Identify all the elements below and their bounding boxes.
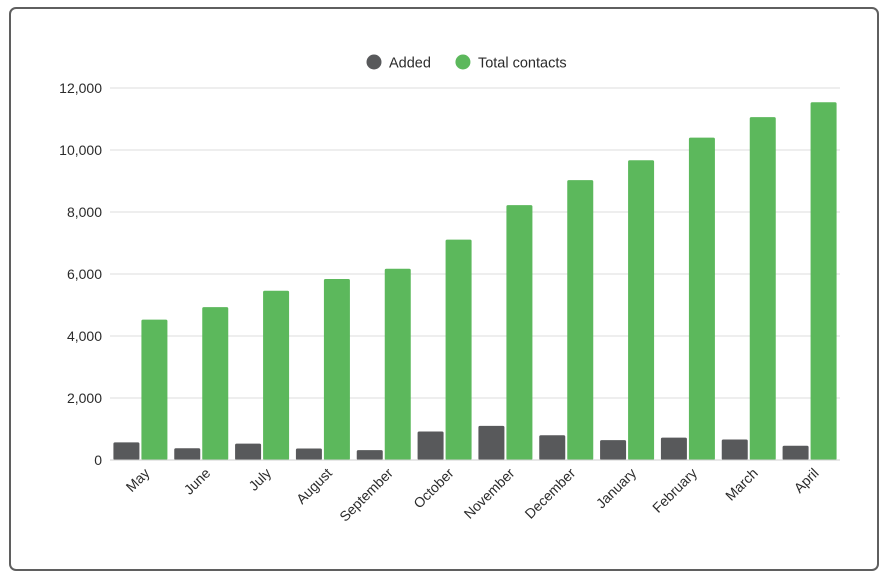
y-tick-label: 0 — [94, 452, 102, 468]
bar-total-contacts — [445, 239, 472, 460]
bar-added — [174, 448, 201, 460]
x-axis-ticks: May June July August September October Novembe… — [123, 465, 822, 525]
y-tick-label: 2,000 — [67, 390, 102, 406]
y-tick-label: 6,000 — [67, 266, 102, 282]
x-tick-label: May — [123, 465, 153, 495]
bar-total-contacts — [141, 319, 168, 460]
bar-added — [417, 431, 444, 460]
y-tick-label: 4,000 — [67, 328, 102, 344]
x-tick-label: June — [181, 465, 214, 498]
y-tick-label: 10,000 — [59, 142, 102, 158]
bar-added — [782, 445, 809, 460]
x-tick-label: January — [593, 465, 640, 512]
chart-card — [9, 7, 879, 571]
y-tick-label: 8,000 — [67, 204, 102, 220]
x-tick-label: July — [245, 465, 274, 494]
legend-label: Total contacts — [478, 56, 567, 72]
bars — [113, 102, 837, 461]
x-tick-label: October — [410, 465, 457, 512]
bar-added — [295, 448, 322, 460]
bar-added — [660, 437, 687, 460]
x-tick-label: December — [521, 465, 578, 522]
bar-total-contacts — [323, 278, 350, 460]
bar-added — [356, 450, 383, 460]
gridlines — [110, 87, 840, 399]
y-tick-label: 12,000 — [59, 80, 102, 96]
bar-total-contacts — [263, 290, 290, 460]
x-tick-label: August — [293, 465, 335, 507]
bar-total-contacts — [506, 205, 533, 460]
bar-total-contacts — [567, 180, 594, 460]
y-axis-ticks: 0 2,000 4,000 6,000 8,000 10,000 12,000 — [59, 80, 102, 468]
legend-marker — [455, 54, 471, 70]
bar-added — [539, 435, 566, 460]
bar-total-contacts — [688, 137, 715, 460]
bar-total-contacts — [749, 117, 776, 460]
bar-added — [478, 425, 505, 460]
legend: Added Total contacts — [366, 54, 567, 72]
x-tick-label: March — [722, 465, 761, 504]
bar-added — [600, 440, 627, 460]
bar-added — [113, 442, 140, 460]
legend-marker — [366, 54, 382, 70]
x-tick-label: November — [461, 465, 518, 522]
bar-added — [235, 443, 262, 460]
x-tick-label: September — [336, 465, 396, 525]
bar-added — [721, 439, 748, 460]
legend-label: Added — [389, 56, 431, 72]
x-tick-label: April — [791, 465, 822, 496]
bar-total-contacts — [202, 307, 229, 460]
x-tick-label: February — [649, 465, 700, 516]
bar-total-contacts — [810, 102, 837, 460]
bar-total-contacts — [628, 160, 655, 461]
bar-total-contacts — [384, 268, 411, 460]
